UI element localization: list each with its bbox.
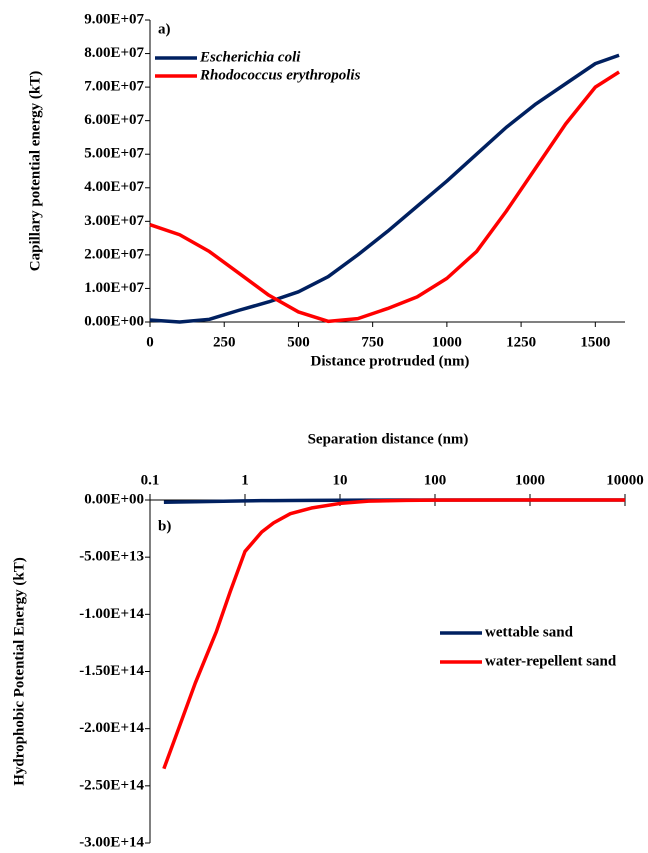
- y-tick-label: -1.50E+14: [79, 663, 144, 679]
- x-tick-label: 10000: [606, 472, 644, 488]
- x-axis-title: Separation distance (nm): [308, 431, 469, 447]
- annotation: a): [158, 21, 171, 37]
- series-line: [162, 498, 626, 770]
- y-tick-label: 3.00E+07: [84, 213, 144, 229]
- x-tick-label: 1000: [432, 334, 462, 350]
- x-tick-label: 100: [424, 472, 447, 488]
- legend-label: water-repellent sand: [485, 653, 617, 669]
- y-tick-label: 6.00E+07: [84, 112, 144, 128]
- y-tick-label: 0.00E+00: [84, 313, 144, 329]
- legend-label: Rhodococcus erythropolis: [199, 67, 361, 83]
- annotation: b): [158, 518, 171, 534]
- x-tick-label: 0: [146, 334, 154, 350]
- x-tick-label: 1250: [506, 334, 536, 350]
- y-tick-label: -3.00E+14: [79, 834, 144, 850]
- y-tick-label: 8.00E+07: [84, 45, 144, 61]
- y-tick-label: -1.00E+14: [79, 606, 144, 622]
- series-line: [149, 70, 621, 324]
- y-tick-label: -2.50E+14: [79, 777, 144, 793]
- y-tick-label: 4.00E+07: [84, 179, 144, 195]
- y-tick-label: -5.00E+13: [79, 549, 144, 565]
- x-tick-label: 1: [241, 472, 249, 488]
- x-tick-label: 750: [361, 334, 384, 350]
- x-tick-label: 0.1: [141, 472, 160, 488]
- y-tick-label: -2.00E+14: [79, 720, 144, 736]
- x-tick-label: 1500: [580, 334, 610, 350]
- legend-label: Escherichia coli: [199, 49, 301, 65]
- x-axis-title: Distance protruded (nm): [311, 353, 470, 369]
- series-line: [149, 53, 620, 324]
- y-axis-title: Capillary potential energy (kT): [27, 71, 43, 271]
- y-tick-label: 5.00E+07: [84, 146, 144, 162]
- y-tick-label: 7.00E+07: [84, 79, 144, 95]
- y-axis-title: Hydrophobic Potential Energy (kT): [11, 557, 27, 786]
- legend-label: wettable sand: [485, 624, 574, 640]
- y-tick-label: 1.00E+07: [84, 280, 144, 296]
- y-tick-label: 0.00E+00: [84, 491, 144, 507]
- y-tick-label: 2.00E+07: [84, 246, 144, 262]
- x-tick-label: 10: [333, 472, 348, 488]
- x-tick-label: 500: [287, 334, 310, 350]
- x-tick-label: 250: [213, 334, 236, 350]
- y-tick-label: 9.00E+07: [84, 11, 144, 27]
- x-tick-label: 1000: [515, 472, 545, 488]
